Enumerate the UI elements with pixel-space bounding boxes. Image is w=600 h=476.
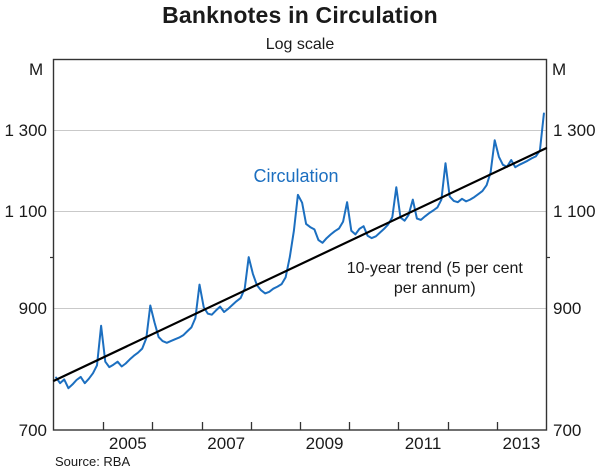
y-tick-label-right: 1 100: [553, 202, 596, 221]
x-tick-label: 2013: [502, 434, 540, 453]
y-tick-label-left: 1 300: [4, 121, 47, 140]
y-tick-label-left: 900: [19, 299, 47, 318]
y-tick-label-right: 700: [553, 421, 581, 440]
y-axis-unit-left: M: [29, 60, 44, 79]
y-tick-label-left: 1 100: [4, 202, 47, 221]
trend-line: [52, 147, 548, 382]
plot-border: [52, 58, 548, 431]
chart-subtitle: Log scale: [265, 36, 335, 53]
x-tick-label: 2011: [405, 434, 442, 453]
circulation-series-label: Circulation: [254, 166, 339, 186]
y-axis-unit-right: M: [552, 60, 567, 79]
trend-label-line2: per annum): [394, 280, 476, 297]
trend-label-line1: 10-year trend (5 per cent: [347, 260, 524, 277]
circulation-line: [55, 112, 545, 390]
y-tick-label-right: 1 300: [553, 121, 596, 140]
x-tick-label: 2007: [207, 434, 245, 453]
chart-title: Banknotes in Circulation: [162, 2, 438, 28]
y-tick-label-right: 900: [553, 299, 581, 318]
x-tick-label: 2009: [306, 434, 344, 453]
y-tick-label-left: 700: [19, 421, 47, 440]
x-tick-label: 2005: [109, 434, 147, 453]
source-note: Source: RBA: [55, 454, 131, 469]
